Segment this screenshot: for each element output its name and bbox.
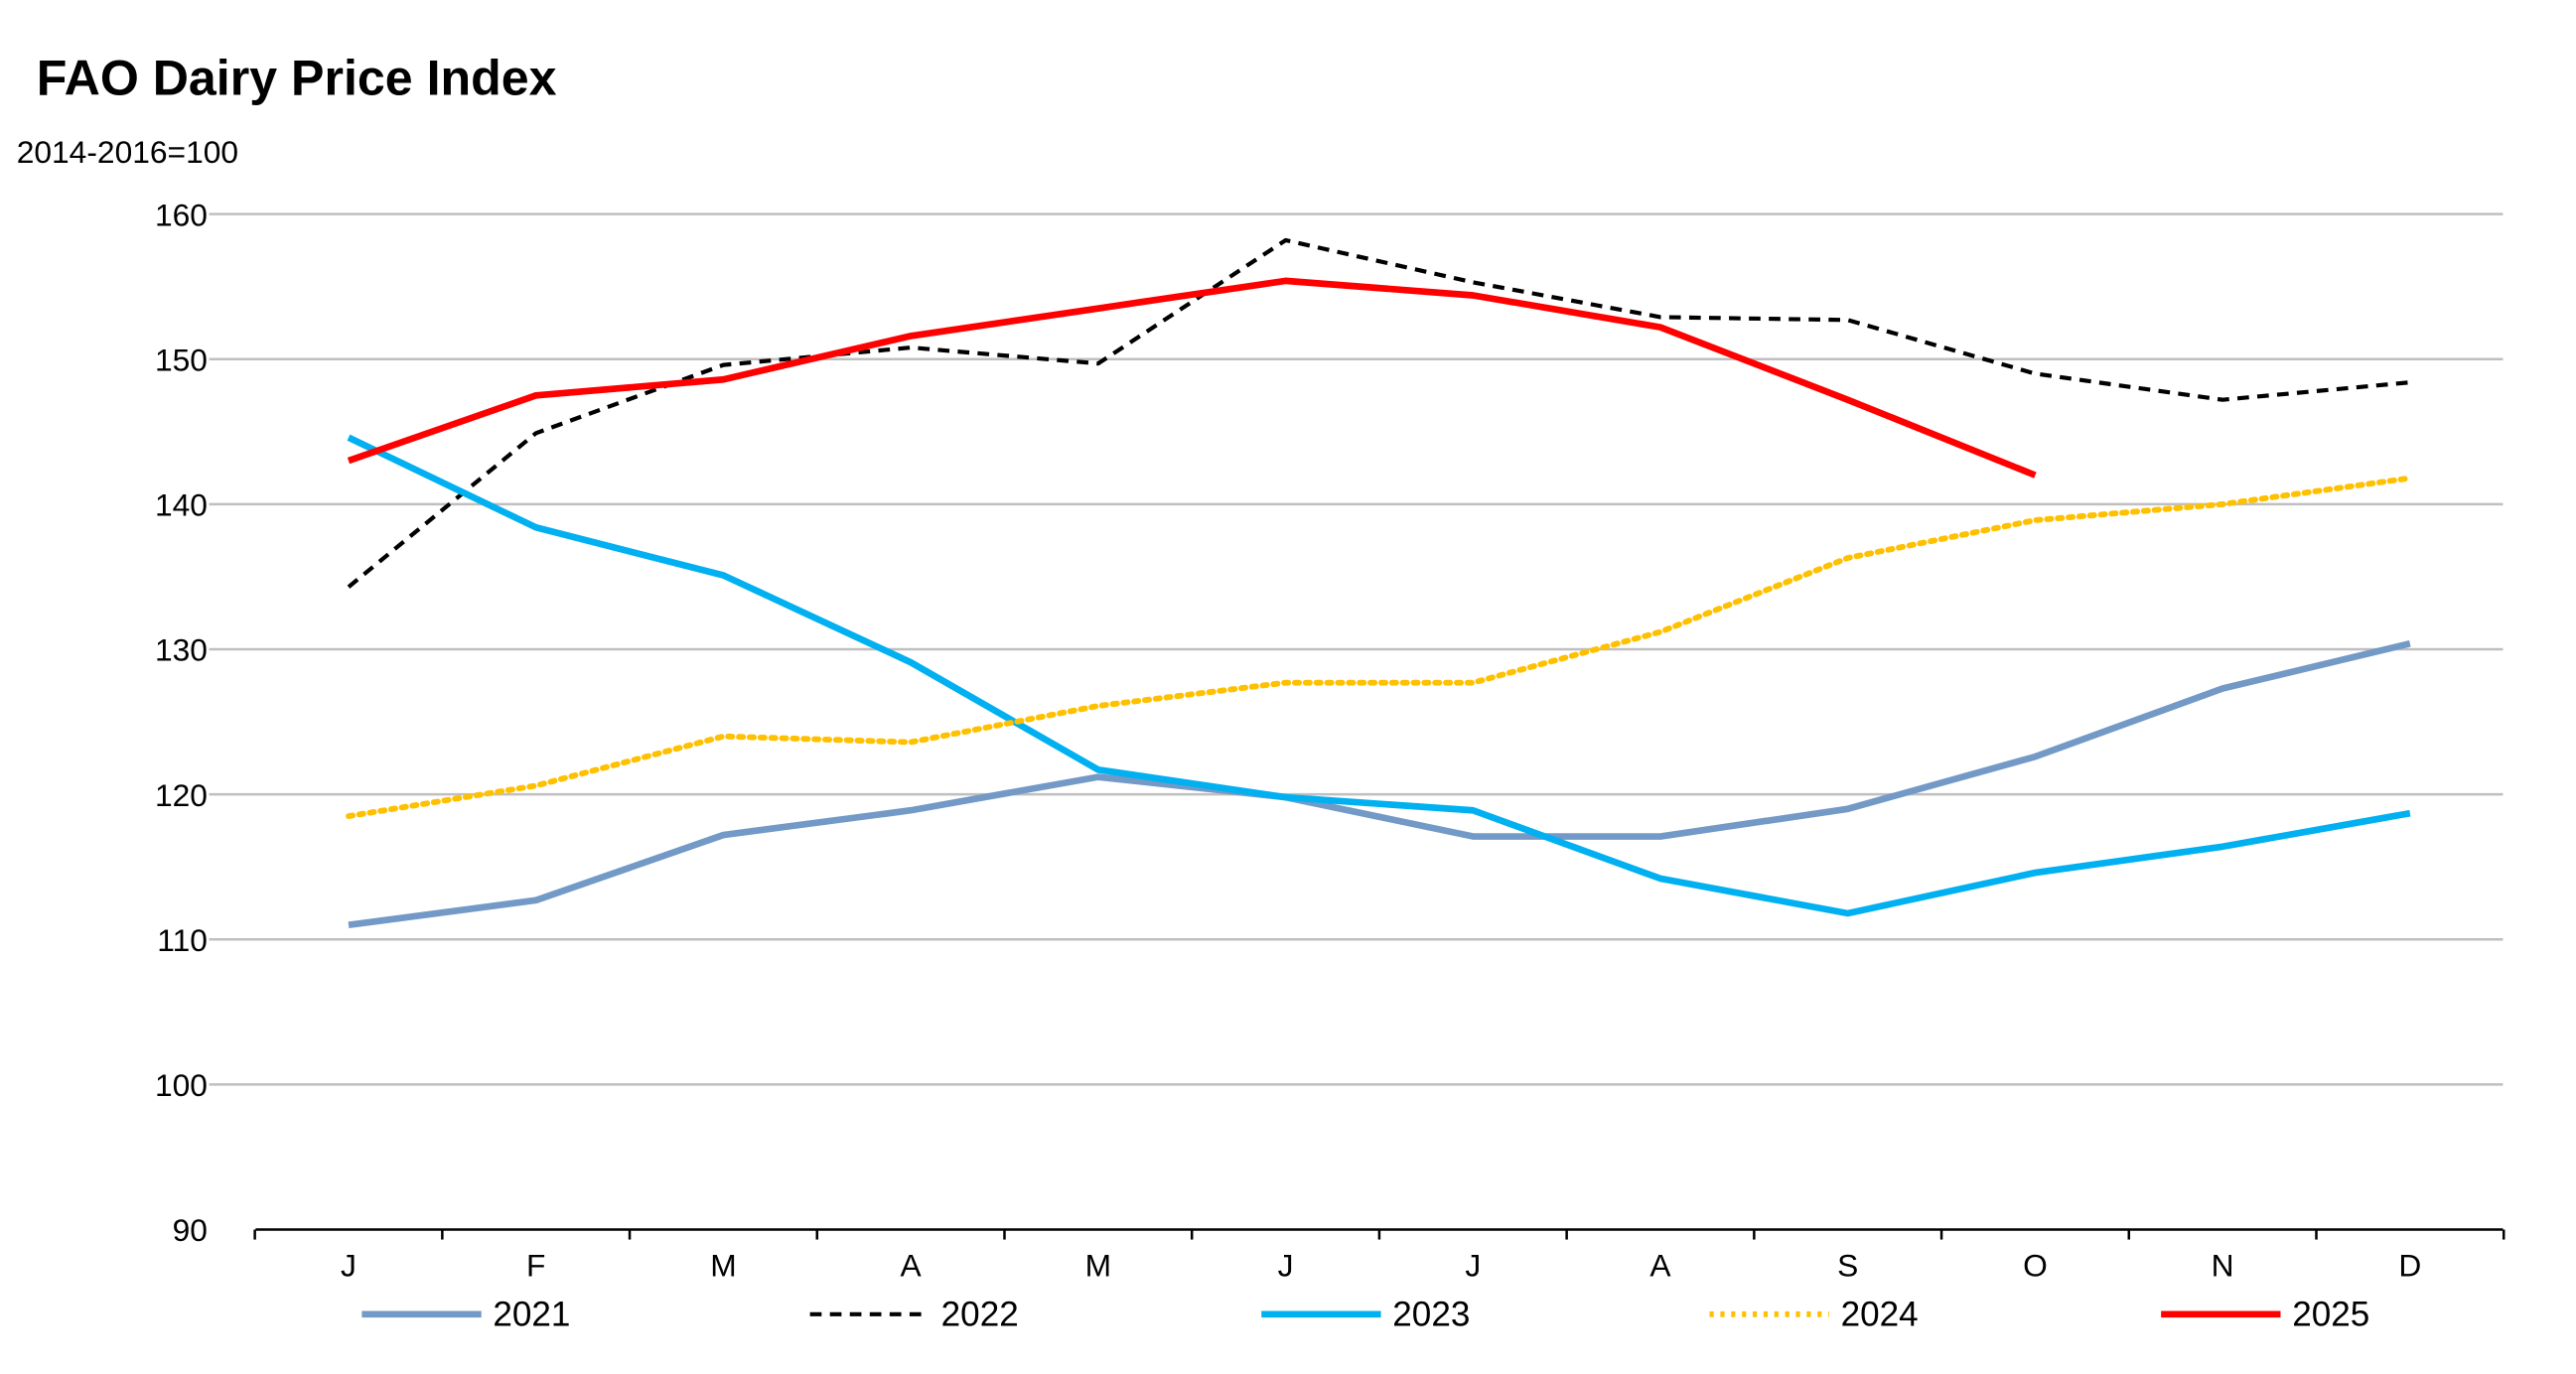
y-axis: 90 100 110 120 130 140 150 160 (155, 197, 208, 1248)
y-tick-label: 100 (155, 1067, 208, 1103)
series-lines (346, 237, 2413, 928)
y-tick-label: 160 (155, 197, 208, 232)
series-line-2022 (347, 237, 2411, 589)
x-tick-label: J (341, 1247, 357, 1283)
y-tick-label: 150 (155, 342, 208, 377)
chart-title: FAO Dairy Price Index (37, 50, 557, 105)
series-line-2024 (346, 475, 2413, 820)
x-tick-label: J (1465, 1247, 1481, 1283)
gridlines (209, 212, 2504, 1086)
legend-label: 2021 (493, 1295, 570, 1333)
legend: 2021 2022 2023 2024 2025 (361, 1295, 2369, 1333)
legend-label: 2022 (941, 1295, 1019, 1333)
series-line-2021 (348, 639, 2411, 928)
legend-label: 2023 (1392, 1295, 1470, 1333)
legend-label: 2024 (1841, 1295, 1919, 1333)
x-tick-label: D (2398, 1247, 2421, 1283)
y-tick-label: 110 (157, 922, 208, 958)
x-tick-label: F (526, 1247, 545, 1283)
x-tick-label: O (2023, 1247, 2048, 1283)
y-tick-label: 130 (155, 632, 208, 668)
x-tick-label: S (1837, 1247, 1858, 1283)
y-tick-label: 140 (155, 487, 208, 523)
series-line-2025 (347, 277, 2037, 479)
series-line-2023 (347, 434, 2411, 917)
x-tick-label: N (2212, 1247, 2234, 1283)
legend-label: 2025 (2292, 1295, 2369, 1333)
x-tick-label: M (710, 1247, 736, 1283)
chart-subtitle: 2014-2016=100 (17, 134, 238, 170)
x-tick-label: J (1278, 1247, 1294, 1283)
y-tick-label: 90 (173, 1212, 208, 1248)
y-tick-label: 120 (155, 777, 208, 813)
x-tick-label: A (1649, 1247, 1671, 1283)
x-tick-label: A (901, 1247, 923, 1283)
x-tick-label: M (1085, 1247, 1111, 1283)
